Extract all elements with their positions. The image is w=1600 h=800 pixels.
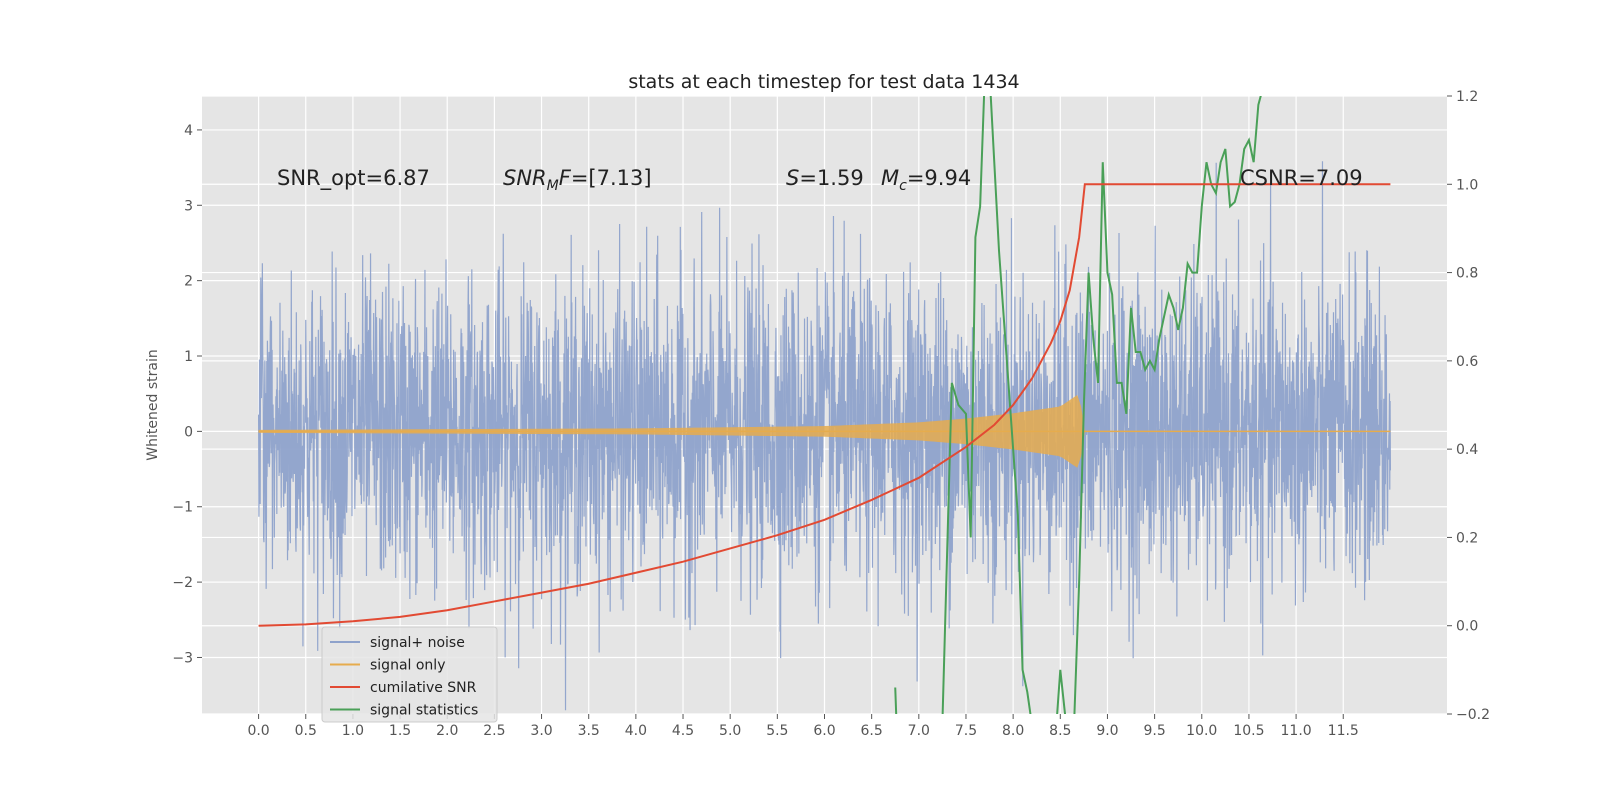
y-tick-label: 2 [184,274,193,290]
x-tick-label: 9.0 [1096,723,1118,739]
x-tick-label: 0.5 [295,723,317,739]
y2-tick-label: −0.2 [1456,707,1490,723]
signal-plus-noise-series [257,161,1392,711]
annotation-csnr: CSNR=7.09 [1240,166,1363,190]
x-tick-label: 3.5 [578,723,600,739]
y-axis-label: Whitened strain [145,349,161,460]
x-tick-label: 10.0 [1186,723,1217,739]
x-tick-label: 5.0 [719,723,741,739]
legend-label: signal+ noise [370,635,465,651]
legend: signal+ noise signal only cumilative SNR si… [321,626,498,723]
y-tick-label: 0 [184,424,193,440]
y2-tick-label: 1.0 [1456,177,1478,193]
chart-title: stats at each timestep for test data 143… [628,71,1019,93]
y-tick-label: 1 [184,349,193,365]
y2-tick-label: 0.8 [1456,266,1478,282]
annotation-snr-opt: SNR_opt=6.87 [277,166,430,191]
x-tick-label: 1.5 [389,723,411,739]
x-tick-label: 0.0 [247,723,269,739]
y2-tick-label: 0.0 [1456,619,1478,635]
y2-tick-label: 0.2 [1456,530,1478,546]
legend-label: signal only [370,658,445,674]
x-tick-label: 11.5 [1328,723,1359,739]
x-tick-label: 6.5 [861,723,883,739]
signal-only-series [258,394,1391,468]
x-tick-label: 6.0 [813,723,835,739]
x-tick-label: 7.0 [908,723,930,739]
y-tick-label: 4 [184,123,193,139]
legend-box [321,626,498,723]
x-tick-label: 10.5 [1233,723,1264,739]
x-axis-ticks: 0.0 0.5 1.0 1.5 2.0 2.5 3.0 3.5 4.0 4.5 5.0 5.5 6.0 6… [247,714,1359,739]
x-tick-label: 1.0 [342,723,364,739]
y-axis-ticks: 4 3 2 1 0 −1 −2 −3 [172,123,202,666]
y-tick-label: −2 [172,575,193,591]
annotation-mc: Mc=9.94 [881,166,971,194]
annotation-s: S=1.59 [786,166,864,190]
y-tick-label: −3 [172,650,193,666]
x-tick-label: 5.5 [766,723,788,739]
x-tick-label: 4.5 [672,723,694,739]
cumulative-snr-line [258,183,1391,627]
x-tick-label: 2.5 [483,723,505,739]
y-tick-label: 3 [184,198,193,214]
y2-tick-label: 0.4 [1456,442,1478,458]
x-tick-label: 8.0 [1002,723,1024,739]
x-tick-label: 3.0 [530,723,552,739]
x-tick-label: 2.0 [436,723,458,739]
x-tick-label: 11.0 [1281,723,1312,739]
x-tick-label: 8.5 [1049,723,1071,739]
x-tick-label: 9.5 [1143,723,1165,739]
legend-label: cumilative SNR [370,680,477,696]
y2-axis-ticks: 1.2 1.0 0.8 0.6 0.4 0.2 0.0 −0.2 [1447,89,1490,723]
y2-tick-label: 0.6 [1456,354,1478,370]
legend-label: signal statistics [370,703,478,719]
y-tick-label: −1 [172,500,193,516]
x-tick-label: 7.5 [955,723,977,739]
line-series [258,96,1391,714]
signal-statistics-line [894,96,1262,714]
noise-line [257,161,1392,711]
x-tick-label: 4.0 [625,723,647,739]
annotation-snr-mf: SNRMF=[7.13] [503,166,652,194]
y2-tick-label: 1.2 [1456,89,1478,105]
